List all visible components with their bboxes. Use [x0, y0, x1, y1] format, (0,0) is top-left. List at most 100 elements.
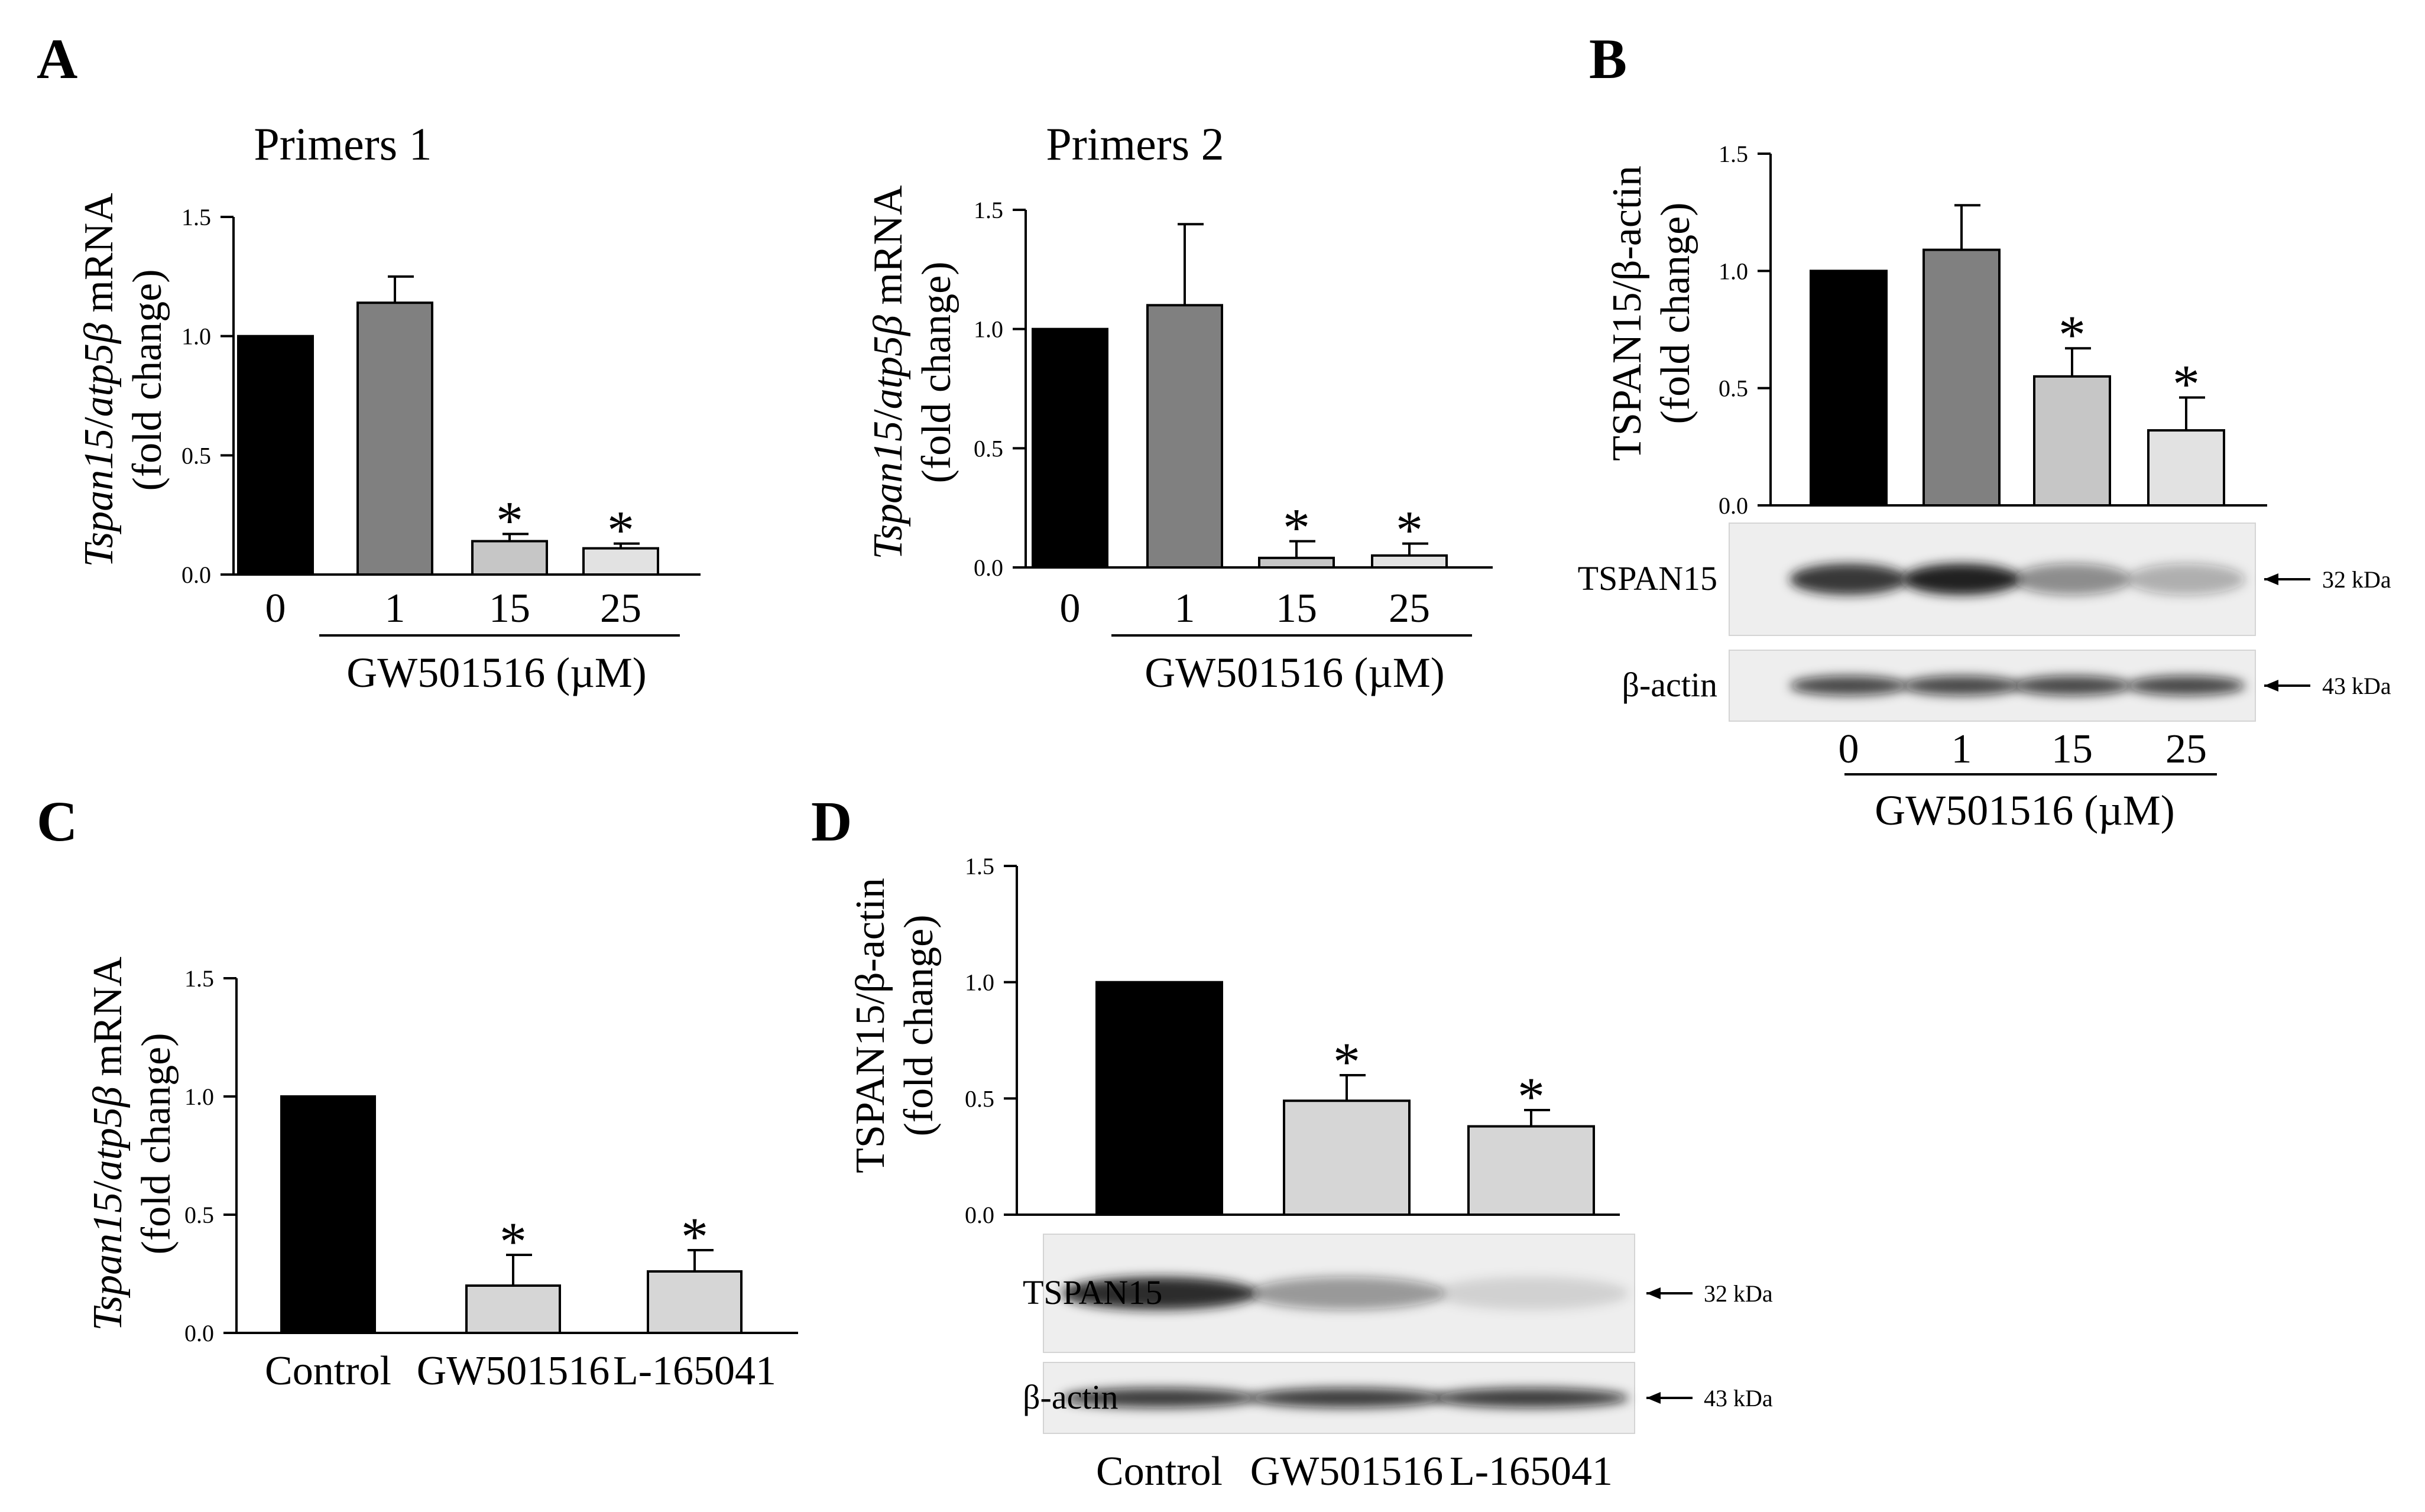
y-axis-label-line1: TSPAN15/β-actin [848, 878, 893, 1173]
category-label: 0 [1839, 726, 1859, 772]
panel-letter-b: B [1589, 27, 1627, 90]
significance-star: * [1333, 1031, 1360, 1092]
blot-arrow-head [1646, 1392, 1661, 1404]
significance-star: * [1283, 498, 1310, 558]
significance-star: * [681, 1206, 708, 1267]
y-axis-label: Tspan15/atp5β mRNA(fold change) [865, 185, 959, 560]
y-axis-unit: mRNA [85, 956, 131, 1086]
bar-15 [1258, 556, 1335, 569]
bar-0 [237, 335, 314, 576]
y-tick-label: 1.5 [965, 853, 994, 880]
x-axis-label: GW501516 (µM) [346, 649, 646, 696]
bar-Control [280, 1095, 376, 1334]
bar-Control [1095, 981, 1223, 1216]
y-axis-reference: atp5β [76, 323, 122, 417]
blot-band [1061, 1277, 1257, 1310]
y-tick-label: 0.0 [184, 1320, 214, 1346]
category-label: 25 [1389, 586, 1430, 631]
blot-band [1061, 1388, 1257, 1408]
blot-kda-label: 43 kDa [1704, 1385, 1773, 1412]
panel-letter-d: D [811, 790, 852, 853]
category-label: 15 [2051, 726, 2093, 772]
category-label: 15 [489, 586, 530, 631]
category-label: 1 [385, 586, 406, 631]
blot-band [1249, 1277, 1445, 1310]
category-label: GW501516 [1250, 1449, 1444, 1494]
chart-title: Primers 2 [1046, 118, 1224, 170]
blot-row-label: TSPAN15 [1578, 559, 1717, 598]
category-label: 0 [1060, 586, 1081, 631]
significance-star: * [2058, 304, 2086, 365]
chart-a2: 0.0 0.5 1.0 1.5 0 1 * 15 * 25 Primers 2 GW501516 (µ… [865, 118, 1493, 696]
y-tick-label: 1.5 [974, 197, 1003, 223]
y-tick-label: 1.0 [965, 969, 994, 996]
category-label: 25 [600, 586, 641, 631]
bar-15 [2033, 375, 2111, 507]
y-tick-label: 0.0 [1719, 492, 1748, 519]
category-label: GW501516 [417, 1348, 610, 1394]
blot-arrow-head [2264, 573, 2278, 585]
bar-GW501516 [465, 1284, 561, 1334]
bar-L-165041 [647, 1270, 743, 1334]
blot-arrow-head [2264, 680, 2278, 692]
y-axis-label: Tspan15/atp5β mRNA(fold change) [76, 193, 170, 567]
x-axis-label: GW501516 (µM) [1145, 649, 1444, 696]
blot-row-label: β-actin [1023, 1378, 1119, 1416]
blot-row-label: β-actin [1622, 666, 1717, 704]
y-axis-label: TSPAN15/β-actin(fold change) [848, 878, 942, 1173]
panel-letter-c: C [37, 790, 77, 853]
blot-kda-label: 32 kDa [2322, 566, 2391, 593]
category-label: Control [1096, 1449, 1223, 1494]
blot-band [1902, 563, 2021, 595]
chart-d: 0.0 0.5 1.0 1.5 Control * GW501516 * L-165041 TSP… [848, 853, 1773, 1494]
category-label: 1 [1951, 726, 1972, 772]
y-axis-label: TSPAN15/β-actin(fold change) [1604, 166, 1698, 461]
y-tick-label: 0.5 [184, 1202, 214, 1228]
y-axis-gene: Tspan15 [76, 429, 122, 567]
bar-1 [1146, 304, 1223, 569]
y-tick-label: 0.5 [974, 435, 1003, 462]
y-axis-reference: atp5β [85, 1086, 131, 1180]
blot-arrow-head [1646, 1287, 1661, 1299]
y-axis-label-line2: (fold change) [125, 269, 170, 491]
significance-star: * [607, 500, 634, 560]
y-tick-label: 0.5 [965, 1085, 994, 1112]
category-label: 15 [1276, 586, 1317, 631]
y-axis-label-line1: TSPAN15/β-actin [1604, 166, 1650, 461]
blot-band [1789, 563, 1908, 595]
significance-star: * [1396, 500, 1423, 560]
significance-star: * [500, 1211, 527, 1271]
y-axis-label-line1: Tspan15/atp5β mRNA [76, 193, 122, 567]
blot-row-label: TSPAN15 [1023, 1273, 1162, 1312]
panel-letter-a: A [37, 27, 77, 90]
blot-band [1789, 676, 1908, 696]
blot-band [2127, 563, 2245, 595]
y-axis-separator: / [865, 409, 911, 421]
bar-L-165041 [1467, 1125, 1595, 1216]
y-tick-label: 1.0 [184, 1083, 214, 1110]
y-tick-label: 1.5 [1719, 141, 1748, 167]
y-tick-label: 0.0 [974, 554, 1003, 581]
blot-band [2127, 676, 2245, 696]
charts-layer: 0.0 0.5 1.0 1.5 0 1 * 15 * 25 Primers 1 GW501516 (µ… [76, 118, 2391, 1494]
bar-0 [1810, 270, 1888, 507]
bar-1 [356, 301, 433, 576]
y-axis-label-line2: (fold change) [914, 261, 959, 483]
bar-GW501516 [1283, 1099, 1411, 1216]
blot-kda-label: 32 kDa [1704, 1280, 1773, 1307]
y-axis-separator: / [85, 1180, 131, 1192]
bar-25 [2147, 429, 2225, 507]
y-tick-label: 0.5 [181, 442, 211, 469]
y-axis-label-line2: (fold change) [1653, 202, 1698, 424]
blot-kda-label: 43 kDa [2322, 673, 2391, 699]
y-axis-label-line2: (fold change) [134, 1033, 179, 1254]
blot-band [1433, 1388, 1629, 1408]
y-axis-unit: mRNA [76, 193, 122, 323]
y-axis-unit: mRNA [865, 185, 911, 315]
significance-star: * [496, 490, 523, 550]
chart-c: 0.0 0.5 1.0 1.5 Control * GW501516 * L-165041 Tsp… [85, 956, 798, 1394]
y-axis-label-line1: Tspan15/atp5β mRNA [85, 956, 131, 1331]
blot-band [2013, 676, 2131, 696]
y-tick-label: 1.5 [184, 965, 214, 992]
